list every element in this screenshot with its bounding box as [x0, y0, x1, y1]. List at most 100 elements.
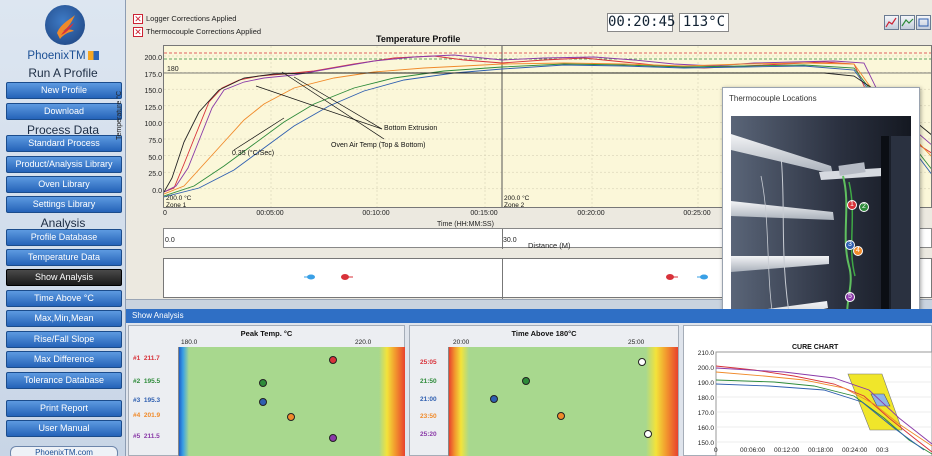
peak-temp-gauge: [178, 347, 405, 456]
y-tick: 0.0: [152, 187, 162, 195]
time-above-marker[interactable]: [522, 377, 530, 385]
time-above-marker[interactable]: [557, 412, 565, 420]
temperature-profile-chart[interactable]: 180 Bottom Extrusion Oven Air Temp (Top & …: [163, 45, 932, 208]
user-manual-button[interactable]: User Manual: [6, 420, 122, 437]
y-tick: 25.0: [148, 171, 162, 179]
slope-arrow: [233, 117, 285, 151]
current-temp-display: 113°C: [679, 13, 729, 32]
tc-marker-5[interactable]: 5: [845, 292, 855, 302]
time-above-panel: Time Above 180°C 20:00 25:00 25:05 21:50 2…: [409, 325, 679, 456]
cure-x-tick: 00:24:00: [842, 447, 868, 454]
y-tick: 175.0: [144, 71, 162, 79]
x-tick: 00:20:00: [577, 210, 605, 217]
cure-x-tick: 00:3: [876, 447, 889, 454]
thermocouple-corrections-checkbox[interactable]: ✕: [133, 27, 143, 37]
peak-temp-title: Peak Temp. °C: [240, 329, 293, 338]
time-scale-min: 20:00: [453, 339, 470, 346]
peak-marker[interactable]: [329, 434, 337, 442]
profile-curve-2: [164, 54, 931, 193]
peak-temp-panel: Peak Temp. °C 180.0 220.0 #1 211.7 #2 195…: [128, 325, 405, 456]
thermocouple-window-title: Thermocouple Locations: [729, 94, 817, 103]
row-id: #2: [133, 378, 141, 385]
print-report-button[interactable]: Print Report: [6, 400, 122, 417]
bottom-extrusion-arrow: [255, 85, 383, 130]
oven-air-label: Oven Air Temp (Top & Bottom): [331, 142, 425, 149]
peak-marker[interactable]: [259, 379, 267, 387]
time-above-marker[interactable]: [638, 358, 646, 366]
zone2-label: 200.0 °C Zone 2: [504, 195, 529, 209]
profile-database-button[interactable]: Profile Database: [6, 229, 122, 246]
tc-marker-3[interactable]: 3: [845, 240, 855, 250]
tolerance-database-button[interactable]: Tolerance Database: [6, 372, 122, 389]
y-tick: 50.0: [148, 154, 162, 162]
download-button[interactable]: Download: [6, 103, 122, 120]
max-difference-button[interactable]: Max Difference: [6, 351, 122, 368]
oven-library-button[interactable]: Oven Library: [6, 176, 122, 193]
tc-marker-4[interactable]: 4: [853, 246, 863, 256]
time-above-marker[interactable]: [490, 395, 498, 403]
elapsed-time-display: 00:20:45: [607, 13, 676, 32]
profile-curve-4: [164, 63, 931, 197]
zone1-label: 200.0 °C Zone 1: [166, 195, 191, 209]
product-analysis-library-button[interactable]: Product/Analysis Library: [6, 156, 122, 173]
time-above-marker[interactable]: [644, 430, 652, 438]
time-row-label: 21:50: [420, 378, 437, 385]
peak-row-label: #2 195.5: [133, 378, 160, 385]
peak-scale-min: 180.0: [181, 339, 198, 346]
profile-curve-5: [164, 64, 931, 198]
cure-y-tick: 200.0: [697, 365, 714, 372]
row-value: 211.7: [143, 355, 160, 362]
section-analysis: Analysis: [40, 216, 86, 230]
peak-marker[interactable]: [287, 413, 295, 421]
row-id: #1: [133, 355, 141, 362]
chart-zoom-icon[interactable]: [900, 15, 915, 30]
new-profile-button[interactable]: New Profile: [6, 82, 122, 99]
x-tick: 00:15:00: [470, 210, 498, 217]
threshold-180-label: 180: [167, 66, 179, 73]
peak-row-label: #3 195.3: [133, 397, 160, 404]
cure-y-tick: 190.0: [697, 380, 714, 387]
website-link[interactable]: PhoenixTM.com: [10, 446, 118, 456]
time-above-button[interactable]: Time Above °C: [6, 290, 122, 307]
cure-y-tick: 170.0: [697, 410, 714, 417]
peak-row-label: #5 211.5: [133, 433, 160, 440]
logger-corrections-checkbox[interactable]: ✕: [133, 14, 143, 24]
settings-library-button[interactable]: Settings Library: [6, 196, 122, 213]
section-process-data: Process Data: [26, 123, 100, 137]
time-row-label: 23:50: [420, 413, 437, 420]
peak-marker[interactable]: [329, 356, 337, 364]
row-value: 195.5: [143, 378, 161, 385]
y-axis-label: Temperature °C: [116, 90, 123, 140]
temperature-data-button[interactable]: Temperature Data: [6, 249, 122, 266]
chart-export-icon[interactable]: [916, 15, 931, 30]
chart-title: Temperature Profile: [376, 34, 461, 44]
y-tick: 100.0: [144, 121, 162, 129]
y-tick: 75.0: [148, 138, 162, 145]
show-analysis-button[interactable]: Show Analysis: [6, 269, 122, 286]
profile-curve-1: [164, 55, 931, 193]
time-row-label: 25:05: [420, 359, 437, 366]
y-tick: 150.0: [144, 88, 162, 96]
chart-view-icon[interactable]: [884, 15, 899, 30]
peak-marker[interactable]: [259, 398, 267, 406]
cure-y-tick: 160.0: [697, 425, 714, 432]
standard-process-button[interactable]: Standard Process: [6, 135, 122, 152]
x-axis-label: Time (HH:MM:SS): [437, 221, 494, 228]
oven-air-arrow: [281, 71, 385, 140]
tc-marker-1[interactable]: 1: [847, 200, 857, 210]
thermocouple-locations-window[interactable]: Thermocouple Locations: [722, 87, 920, 342]
distance-tick-0: 0.0: [165, 237, 175, 244]
distance-tick-30: 30.0: [503, 237, 517, 244]
tc-marker-2[interactable]: 2: [859, 202, 869, 212]
row-id: #3: [133, 397, 141, 404]
time-above-title: Time Above 180°C: [511, 329, 577, 338]
analysis-header: Show Analysis: [126, 309, 932, 323]
sidebar: PhoenixTM Run A Profile New Profile Down…: [0, 0, 126, 456]
rise-fall-slope-button[interactable]: Rise/Fall Slope: [6, 331, 122, 348]
max-min-mean-button[interactable]: Max,Min,Mean: [6, 310, 122, 327]
section-run-profile: Run A Profile: [28, 66, 98, 80]
bottom-extrusion-label: Bottom Extrusion: [384, 125, 437, 132]
cure-x-tick: 00:06:00: [740, 447, 766, 454]
time-row-label: 21:00: [420, 396, 437, 403]
